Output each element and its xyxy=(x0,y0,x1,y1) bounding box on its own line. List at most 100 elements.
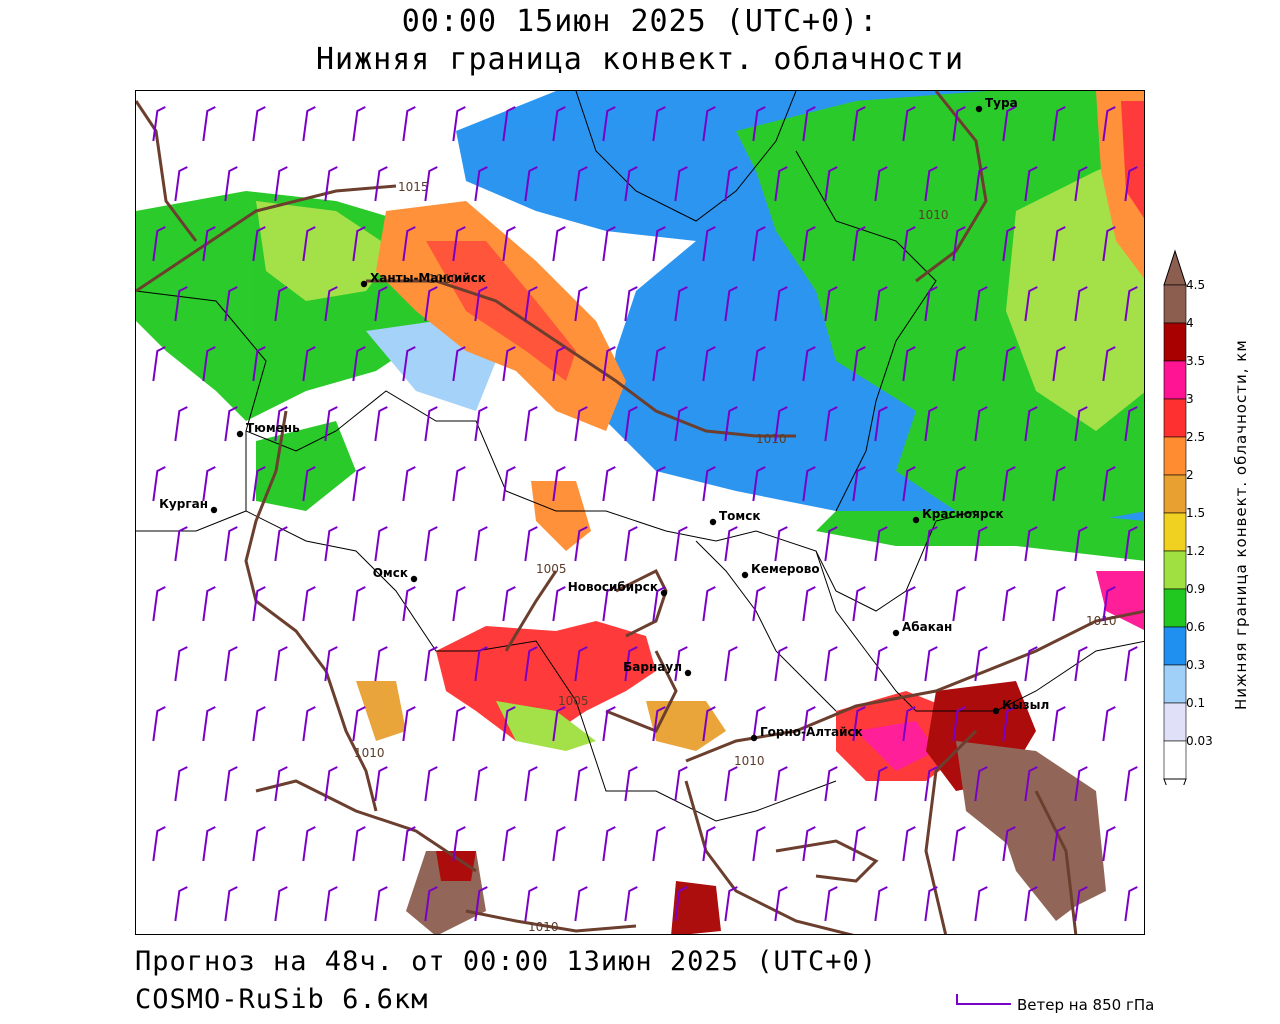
wind-barb xyxy=(552,586,566,622)
wind-barb xyxy=(1052,226,1066,262)
wind-barb xyxy=(324,646,338,682)
wind-barb xyxy=(274,526,288,562)
wind-barb xyxy=(824,646,838,682)
wind-barb xyxy=(374,526,388,562)
wind-barb xyxy=(174,286,188,322)
wind-barb xyxy=(302,586,316,622)
wind-barb xyxy=(174,526,188,562)
wind-barb xyxy=(752,226,766,262)
wind-barb xyxy=(624,646,638,682)
wind-barb xyxy=(952,706,966,742)
colorbar-level-label: 0.3 xyxy=(1186,658,1206,672)
wind-barb xyxy=(174,886,188,922)
wind-barb xyxy=(452,226,466,262)
wind-barb xyxy=(252,466,266,502)
wind-barb xyxy=(852,106,866,142)
wind-barb xyxy=(952,826,966,862)
wind-barb xyxy=(852,346,866,382)
wind-barb xyxy=(224,766,238,802)
wind-barb xyxy=(252,226,266,262)
wind-barb xyxy=(674,886,688,922)
wind-barb xyxy=(424,646,438,682)
wind-barb xyxy=(1124,526,1138,562)
wind-barb xyxy=(852,586,866,622)
wind-barb xyxy=(724,766,738,802)
city-dot xyxy=(410,575,418,583)
wind-barb xyxy=(702,706,716,742)
colorbar-swatch xyxy=(1163,512,1187,552)
wind-barb xyxy=(202,226,216,262)
wind-barb xyxy=(874,646,888,682)
colorbar-swatch xyxy=(1163,626,1187,666)
wind-barb xyxy=(952,466,966,502)
wind-barb xyxy=(502,346,516,382)
wind-barb xyxy=(674,526,688,562)
wind-barb xyxy=(352,346,366,382)
wind-barb xyxy=(624,886,638,922)
wind-barb xyxy=(252,586,266,622)
wind-barb xyxy=(724,646,738,682)
wind-barb xyxy=(874,886,888,922)
wind-barb xyxy=(724,286,738,322)
wind-barb xyxy=(624,166,638,202)
wind-barb xyxy=(402,226,416,262)
wind-barb xyxy=(402,826,416,862)
colorbar-swatch xyxy=(1163,398,1187,438)
wind-barb xyxy=(552,346,566,382)
wind-barb xyxy=(324,406,338,442)
city-label: Кызыл xyxy=(1002,698,1049,712)
colorbar-swatches xyxy=(1163,249,1187,811)
wind-barb xyxy=(302,346,316,382)
wind-barb xyxy=(1124,406,1138,442)
wind-barb xyxy=(774,286,788,322)
wind-barb xyxy=(674,286,688,322)
wind-barb xyxy=(152,826,166,862)
wind-barb xyxy=(824,886,838,922)
wind-barb xyxy=(174,166,188,202)
wind-barb xyxy=(574,886,588,922)
wind-barb xyxy=(252,106,266,142)
wind-barb xyxy=(774,406,788,442)
wind-barb xyxy=(974,526,988,562)
wind-barb xyxy=(1052,826,1066,862)
wind-barb xyxy=(374,766,388,802)
colorbar-level-label: 2 xyxy=(1186,468,1194,482)
wind-barb xyxy=(152,706,166,742)
colorbar-level-label: 1.5 xyxy=(1186,506,1206,520)
wind-barb xyxy=(1024,646,1038,682)
city-label: Омск xyxy=(373,566,408,580)
forecast-map[interactable]: 1015 1010 1010 1010 1005 1005 1010 1010 … xyxy=(135,90,1145,935)
wind-barb xyxy=(324,886,338,922)
city-dot xyxy=(975,105,983,113)
region-borders xyxy=(136,91,1144,822)
isobar-label: 1005 xyxy=(558,694,589,708)
wind-barb xyxy=(824,166,838,202)
wind-barb xyxy=(652,586,666,622)
wind-barb xyxy=(652,346,666,382)
wind-barb xyxy=(702,106,716,142)
wind-barb xyxy=(224,166,238,202)
wind-barb xyxy=(824,766,838,802)
wind-barb xyxy=(874,286,888,322)
wind-barb xyxy=(824,526,838,562)
isobar-label: 1015 xyxy=(398,180,429,194)
wind-barb xyxy=(552,706,566,742)
wind-barb xyxy=(752,586,766,622)
forecast-caption: Прогноз на 48ч. от 00:00 13июн 2025 (UTC… xyxy=(135,946,877,977)
wind-barb xyxy=(524,526,538,562)
wind-barb xyxy=(252,346,266,382)
wind-barb xyxy=(502,106,516,142)
wind-barb xyxy=(774,886,788,922)
wind-barb xyxy=(474,766,488,802)
colorbar-bottom-arrow xyxy=(1163,778,1187,811)
wind-barb xyxy=(924,286,938,322)
wind-barb xyxy=(724,886,738,922)
wind-barb xyxy=(652,466,666,502)
wind-barb xyxy=(524,646,538,682)
wind-barb xyxy=(174,646,188,682)
wind-barb xyxy=(202,466,216,502)
wind-barb xyxy=(652,826,666,862)
wind-barb xyxy=(1102,706,1116,742)
wind-barb xyxy=(902,586,916,622)
wind-barb xyxy=(1002,226,1016,262)
